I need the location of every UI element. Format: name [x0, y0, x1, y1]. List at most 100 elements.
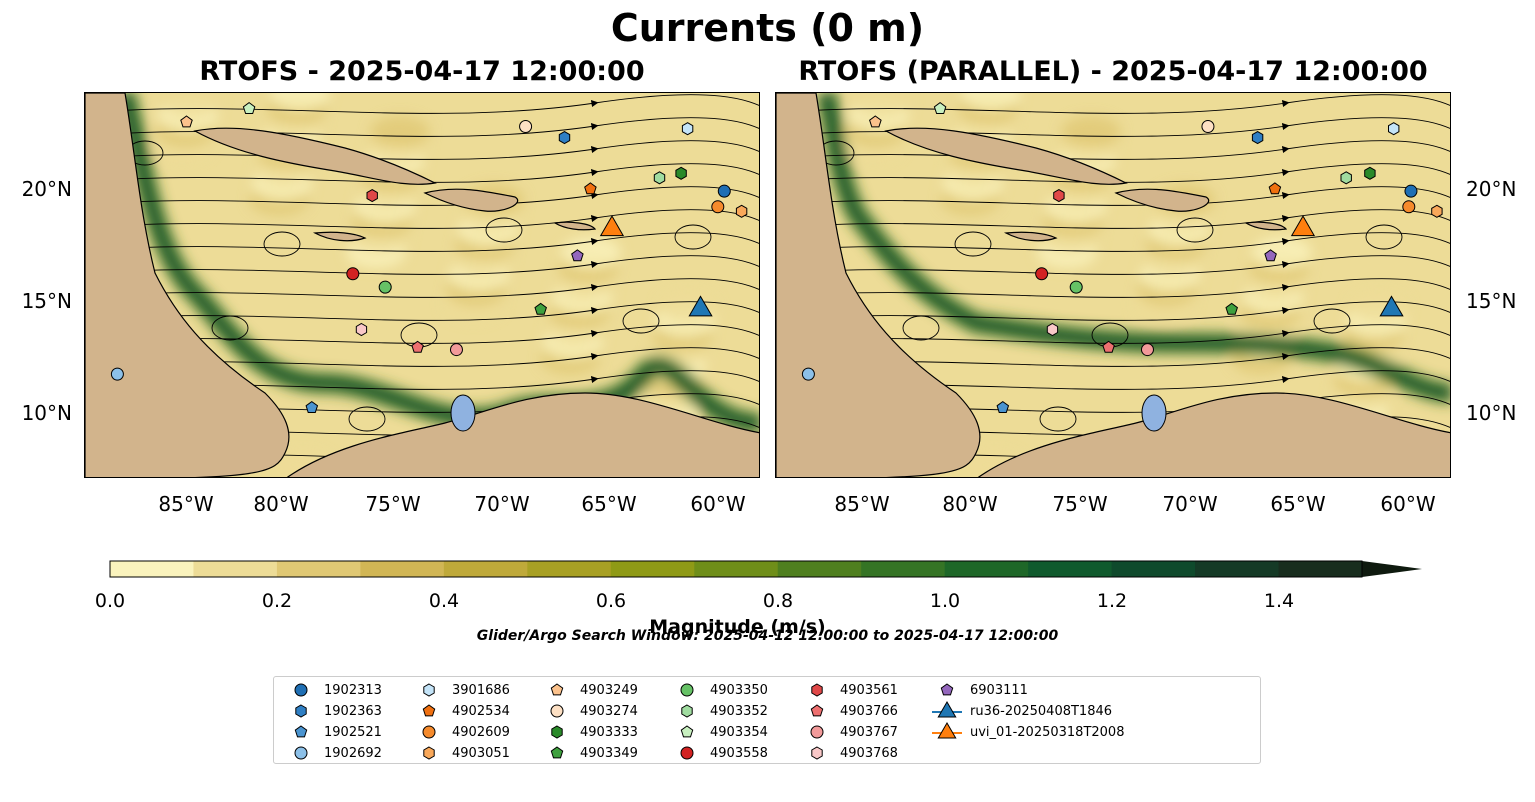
float-marker-4903768	[1046, 322, 1059, 337]
colorbar-band	[1195, 561, 1280, 577]
float-marker-4903350	[1069, 280, 1083, 294]
legend-item-ru36-20250408T1846: ru36-20250408T1846	[930, 701, 1112, 720]
legend-item-1902692: 1902692	[284, 744, 382, 762]
legend-item-1902313: 1902313	[284, 681, 382, 699]
legend-item-4903558: 4903558	[670, 744, 768, 762]
colorbar-tick: 0.6	[595, 590, 627, 612]
colorbar-band	[360, 561, 445, 577]
x-tick-left-70w: 70°W	[474, 492, 530, 516]
legend-item-uvi_01-20250318T2008: uvi_01-20250318T2008	[930, 722, 1125, 741]
y-tick-right-10n: 10°N	[1466, 401, 1517, 425]
legend-marker-4903051	[423, 746, 435, 760]
y-tick-left-20n: 20°N	[21, 177, 72, 201]
legend-item-4903349: 4903349	[540, 744, 638, 762]
legend-marker-4903561	[811, 683, 823, 697]
colorbar-band	[861, 561, 946, 577]
legend-item-3901686: 3901686	[412, 681, 510, 699]
legend-label: 4903051	[452, 745, 510, 761]
search-window-caption: Glider/Argo Search Window: 2025-04-12 12…	[476, 628, 1059, 644]
float-marker-4903333	[675, 166, 687, 180]
float-marker-uvi_01-20250318T2008	[599, 215, 625, 237]
colorbar-band	[1111, 561, 1196, 577]
legend-label: 4903768	[840, 745, 898, 761]
colorbar-tick: 1.0	[929, 590, 961, 612]
float-marker-4903051	[1431, 204, 1443, 218]
float-marker-4903354	[933, 101, 947, 114]
colorbar-label: Magnitude (m/s)	[649, 616, 826, 638]
float-marker-1902692	[801, 367, 815, 381]
legend-item-4903352: 4903352	[670, 702, 768, 720]
colorbar-tick: 0.8	[762, 590, 794, 612]
legend-label: uvi_01-20250318T2008	[970, 724, 1125, 740]
x-tick-left-85w: 85°W	[158, 492, 214, 516]
hispaniola-land	[423, 188, 519, 212]
legend-item-4903051: 4903051	[412, 744, 510, 762]
legend-marker-4903349	[550, 746, 564, 759]
legend-item-4903767: 4903767	[800, 723, 898, 741]
float-marker-4903249	[869, 115, 882, 128]
legend-item-4902609: 4902609	[412, 723, 510, 741]
colorbar-band	[944, 561, 1029, 577]
float-marker-4903558	[346, 267, 360, 281]
legend-marker-4903333	[551, 725, 563, 739]
legend-marker-4903558	[680, 746, 694, 760]
legend-item-4903354: 4903354	[670, 723, 768, 741]
legend-label: 4903354	[710, 724, 768, 740]
legend-marker-uvi_01-20250318T2008	[937, 722, 957, 739]
legend-label: 4903274	[580, 703, 638, 719]
float-marker-4903767	[1140, 343, 1154, 357]
float-marker-4903350	[378, 280, 392, 294]
legend-marker-4902534	[422, 704, 436, 717]
hispaniola-land	[1114, 188, 1210, 212]
legend-item-4903561: 4903561	[800, 681, 898, 699]
x-tick-right-75w: 75°W	[1052, 492, 1108, 516]
float-marker-4902534	[1268, 182, 1282, 195]
legend-marker-3901686	[423, 683, 435, 697]
float-marker-uvi_01-20250318T2008	[1290, 215, 1316, 237]
legend-item-1902363: 1902363	[284, 702, 382, 720]
colorbar-outline	[109, 560, 1363, 578]
legend-label: 4903558	[710, 745, 768, 761]
float-marker-1902313	[717, 184, 731, 198]
legend-marker-4902609	[422, 725, 436, 739]
float-marker-4903561	[366, 189, 378, 203]
legend-label: 4903766	[840, 703, 898, 719]
float-marker-3901686	[1388, 122, 1400, 136]
y-tick-right-15n: 15°N	[1466, 289, 1517, 313]
central-america-land	[776, 93, 981, 477]
legend-marker-4903274	[550, 704, 564, 718]
float-marker-ru36-20250408T1846	[1379, 295, 1404, 317]
legend-marker-4903768	[811, 746, 823, 760]
float-marker-4902609	[1402, 200, 1416, 214]
legend-label: 4903333	[580, 724, 638, 740]
float-marker-4903354	[242, 101, 256, 114]
legend-item-1902521: 1902521	[284, 723, 382, 741]
legend-item-4903768: 4903768	[800, 744, 898, 762]
colorbar-band	[527, 561, 612, 577]
legend-item-4903350: 4903350	[670, 681, 768, 699]
legend-marker-4903354	[680, 725, 694, 738]
colorbar-band	[694, 561, 779, 577]
float-marker-4903767	[449, 343, 463, 357]
colorbar-band	[777, 561, 862, 577]
float-marker-4903561	[1053, 189, 1065, 203]
colorbar-tick: 0.2	[261, 590, 293, 612]
legend-marker-4903352	[681, 704, 693, 718]
legend-marker-4903767	[810, 725, 824, 739]
legend-item-4903766: 4903766	[800, 702, 898, 720]
float-marker-4903274	[1201, 119, 1215, 133]
colorbar-tick: 1.2	[1096, 590, 1128, 612]
x-tick-left-65w: 65°W	[581, 492, 637, 516]
legend-item-6903111: 6903111	[930, 681, 1028, 699]
puerto-rico-land	[553, 221, 597, 231]
legend-item-4903249: 4903249	[540, 681, 638, 699]
colorbar-band	[276, 561, 361, 577]
legend-label: 3901686	[452, 682, 510, 698]
legend-label: 4903349	[580, 745, 638, 761]
float-marker-4903274	[519, 119, 533, 133]
legend-label: 4903561	[840, 682, 898, 698]
colorbar-band	[193, 561, 278, 577]
legend-label: 4903249	[580, 682, 638, 698]
south-america-land	[286, 392, 759, 477]
colorbar-band	[1278, 561, 1363, 577]
